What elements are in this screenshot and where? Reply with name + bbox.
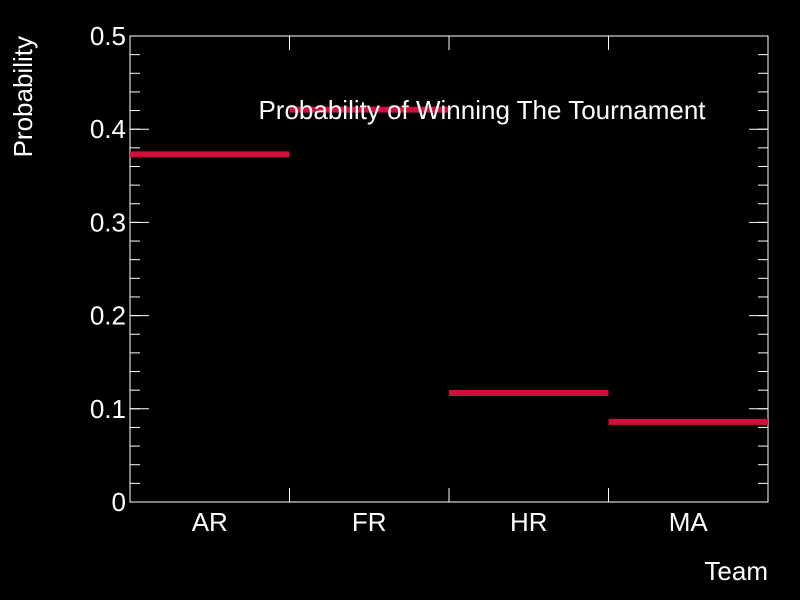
axes: 0 0.1 0.2 0.3 0.4 0.5 AR FR HR MA <box>90 21 769 537</box>
x-tick-label: FR <box>352 507 387 537</box>
y-axis-label: Probability <box>8 36 38 157</box>
data-bars <box>130 106 768 425</box>
x-tick-label: AR <box>192 507 228 537</box>
y-tick-label: 0.5 <box>90 21 126 51</box>
x-tick-label: HR <box>510 507 548 537</box>
y-tick-label: 0.1 <box>90 394 126 424</box>
x-axis-label: Team <box>704 556 768 586</box>
y-tick-label: 0.3 <box>90 207 126 237</box>
y-tick-label: 0 <box>112 487 126 517</box>
y-tick-label: 0.2 <box>90 301 126 331</box>
chart-title: Probability of Winning The Tournament <box>258 95 706 125</box>
y-tick-label: 0.4 <box>90 114 126 144</box>
x-tick-label: MA <box>669 507 709 537</box>
